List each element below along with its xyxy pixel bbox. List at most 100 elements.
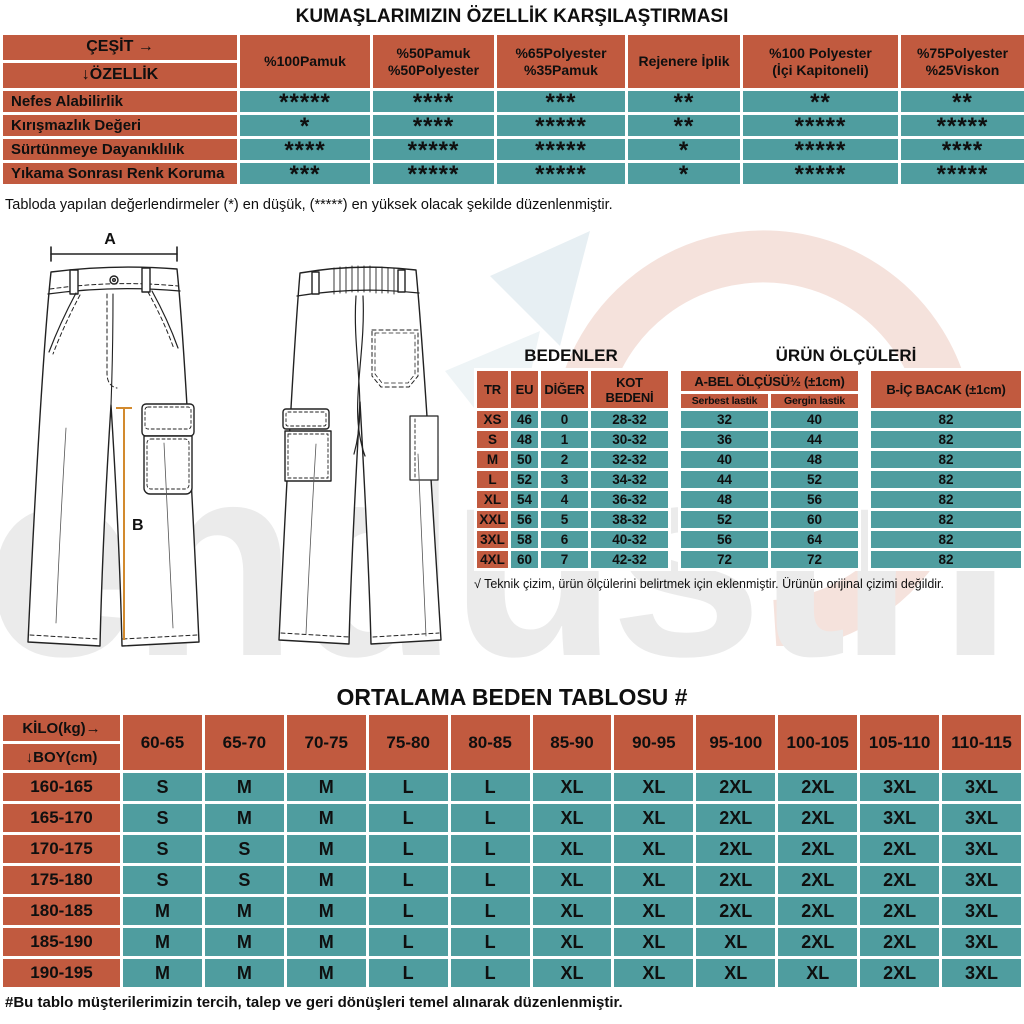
sizes-cell: 60: [508, 548, 541, 571]
size-cell: S: [120, 801, 205, 835]
sizes-row: S 48 1 30-32: [474, 428, 671, 451]
size-chart-note: #Bu tablo müşterilerimizin tercih, talep…: [5, 994, 623, 1011]
waist-measure-row: 72 72: [678, 548, 861, 571]
size-cell: 2XL: [775, 801, 861, 835]
star-rating: *: [678, 161, 690, 186]
size-cell: 2XL: [857, 832, 943, 866]
cargo-pocket-front: [141, 403, 195, 495]
star-rating: *****: [279, 89, 331, 114]
inseam-row: 82: [868, 468, 1024, 491]
size-chart-row: 180-185 M M M L L XL XL 2XL 2XL 2XL 3XL: [0, 894, 1024, 928]
sizes-row: 4XL 60 7 42-32: [474, 548, 671, 571]
fabric-row-label: Nefes Alabilirlik: [0, 88, 240, 115]
star-rating: **: [952, 89, 973, 114]
sizes-row: 3XL 58 6 40-32: [474, 528, 671, 551]
size-cell: 3XL: [857, 770, 943, 804]
size-cell: 2XL: [775, 770, 861, 804]
waist-loose-cell: 52: [678, 508, 771, 531]
size-cell: L: [365, 801, 451, 835]
inseam-header: B-İÇ BACAK (±1cm): [868, 368, 1024, 411]
fabric-row: Yıkama Sonrası Renk Koruma *** ***** ***** *…: [0, 160, 1024, 187]
sizes-table: TR EU DİĞER KOT BEDENİ XS 46 0 28-32 S 48 1 30-32 M…: [474, 368, 671, 571]
sizes-cell: 42-32: [588, 548, 671, 571]
size-cell: XL: [775, 956, 861, 990]
fabric-column-header: %100Pamuk: [237, 32, 373, 91]
size-cell: L: [447, 956, 533, 990]
size-cell: M: [201, 925, 287, 959]
height-row-label: 190-195: [0, 956, 123, 990]
star-rating: ***: [289, 161, 321, 186]
fabric-column-header: %100 Polyester (İçi Kapitoneli): [740, 32, 901, 91]
size-cell: L: [447, 832, 533, 866]
height-row-label: 165-170: [0, 801, 123, 835]
weight-column-header: 95-100: [693, 712, 779, 773]
size-cell: XL: [611, 956, 697, 990]
size-cell: M: [283, 956, 369, 990]
sizes-row-label: XL: [474, 488, 511, 511]
size-cell: L: [447, 770, 533, 804]
waist-sub-header-stretched: Gergin lastik: [768, 391, 861, 411]
size-cell: S: [120, 832, 205, 866]
sizes-cell: 48: [508, 428, 541, 451]
size-cell: XL: [693, 956, 779, 990]
size-cell: 2XL: [775, 832, 861, 866]
size-chart-corner-bottom: ↓BOY(cm): [0, 741, 123, 773]
size-cell: XL: [529, 956, 615, 990]
size-cell: 3XL: [939, 863, 1024, 897]
fabric-row-label: Yıkama Sonrası Renk Koruma: [0, 160, 240, 187]
inseam-cell: 82: [868, 448, 1024, 471]
inseam-row: 82: [868, 488, 1024, 511]
size-cell: S: [201, 863, 287, 897]
sizes-row-label: XS: [474, 408, 511, 431]
sizes-cell: 54: [508, 488, 541, 511]
fabric-rating-cell: *****: [740, 136, 901, 163]
size-cell: XL: [529, 801, 615, 835]
fabric-row-label: Sürtünmeye Dayanıklılık: [0, 136, 240, 163]
fabric-rating-cell: *****: [740, 160, 901, 187]
star-rating: *****: [407, 137, 460, 162]
sizes-row: XL 54 4 36-32: [474, 488, 671, 511]
fabric-rating-cell: *: [625, 160, 743, 187]
sizes-cell: 40-32: [588, 528, 671, 551]
inseam-row: 82: [868, 548, 1024, 571]
inseam-row: 82: [868, 448, 1024, 471]
weight-column-header: 110-115: [939, 712, 1024, 773]
size-cell: 2XL: [775, 925, 861, 959]
inseam-table: B-İÇ BACAK (±1cm) 82 82 82 82 82 82 82 82: [868, 368, 1024, 571]
tech-drawing-note: √ Teknik çizim, ürün ölçülerini belirtme…: [474, 577, 944, 591]
size-cell: XL: [611, 770, 697, 804]
fabric-rating-cell: *****: [898, 160, 1024, 187]
size-cell: M: [283, 770, 369, 804]
size-cell: 2XL: [857, 956, 943, 990]
waist-stretched-cell: 48: [768, 448, 861, 471]
waist-loose-cell: 48: [678, 488, 771, 511]
waist-stretched-cell: 72: [768, 548, 861, 571]
size-cell: M: [120, 894, 205, 928]
size-chart-corner-top: KİLO(kg)→: [0, 712, 123, 744]
fabric-rating-cell: **: [898, 88, 1024, 115]
waist-measure-row: 48 56: [678, 488, 861, 511]
fabric-rating-cell: ***: [494, 88, 628, 115]
pants-back-drawing: [278, 265, 442, 645]
waist-loose-cell: 72: [678, 548, 771, 571]
size-cell: 2XL: [693, 894, 779, 928]
size-chart-row: 190-195 M M M L L XL XL XL XL 2XL 3XL: [0, 956, 1024, 990]
size-cell: 3XL: [939, 925, 1024, 959]
waist-measure-group-header: A-BEL ÖLÇÜSÜ½ (±1cm): [678, 368, 861, 394]
height-row-label: 160-165: [0, 770, 123, 804]
sizes-row: XS 46 0 28-32: [474, 408, 671, 431]
size-cell: S: [120, 863, 205, 897]
size-cell: L: [365, 956, 451, 990]
fabric-column-header: %75Polyester %25Viskon: [898, 32, 1024, 91]
size-cell: 3XL: [939, 894, 1024, 928]
sizes-cell: 52: [508, 468, 541, 491]
size-cell: M: [283, 832, 369, 866]
height-row-label: 180-185: [0, 894, 123, 928]
size-chart-row: 160-165 S M M L L XL XL 2XL 2XL 3XL 3XL: [0, 770, 1024, 804]
sizes-cell: 1: [538, 428, 591, 451]
fabric-rating-cell: ****: [898, 136, 1024, 163]
sizes-cell: 56: [508, 508, 541, 531]
star-rating: *****: [794, 161, 847, 186]
fabric-row: Nefes Alabilirlik ***** **** *** ** ** **: [0, 88, 1024, 115]
sizes-row-label: M: [474, 448, 511, 471]
